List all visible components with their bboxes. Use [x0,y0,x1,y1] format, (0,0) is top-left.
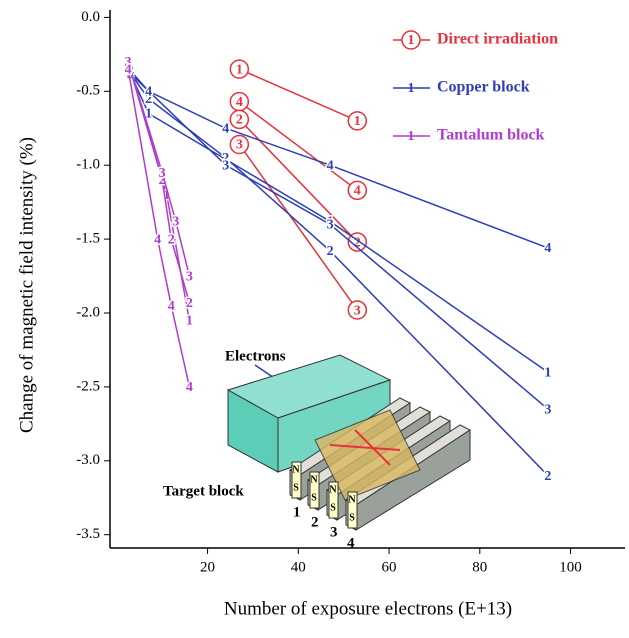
chart: Change of magnetic field intensity (%) N… [0,0,629,633]
inset-diagram: N S N S N S N S Electrons Target block 1… [163,348,470,551]
pole-n: N [348,494,356,505]
pole-s: S [349,512,355,523]
point-label: 2 [186,296,193,311]
legend-marker-label: 1 [408,33,415,48]
legend-marker-label: 1 [408,129,415,144]
point-label: 1 [354,114,361,129]
pole-s: S [293,482,299,493]
point-label: 2 [168,232,175,247]
y-tick-label: -3.5 [76,526,100,542]
point-label: 2 [236,113,243,128]
x-tick-label: 80 [472,559,487,575]
target-label: Target block [163,483,244,499]
series-line [130,71,547,248]
legend-marker-label: 1 [408,81,415,96]
legend-label: Copper block [437,79,530,96]
pole-s: S [330,502,336,513]
point-label: 1 [236,62,243,77]
y-tick-label: -2.0 [76,304,100,320]
point-label: 3 [236,138,243,153]
point-label: 4 [236,95,243,110]
point-label: 4 [354,184,361,199]
point-label: 1 [186,314,193,329]
point-label: 3 [172,215,179,230]
block-number: 4 [347,535,355,551]
x-tick-label: 100 [559,559,582,575]
block-number: 3 [330,524,338,540]
series-line [239,69,357,121]
block-number: 1 [293,504,301,520]
point-label: 2 [327,244,334,259]
point-label: 3 [222,158,229,173]
point-label: 4 [544,241,551,256]
pole-n: N [310,474,318,485]
x-tick-label: 60 [382,559,397,575]
y-tick-label: 0.0 [81,9,100,25]
pole-n: N [329,484,337,495]
x-axis-label: Number of exposure electrons (E+13) [224,598,512,619]
series-line [239,102,357,191]
series-line [239,119,357,242]
pole-n: N [292,464,300,475]
pole-s: S [311,492,317,503]
y-tick-label: -0.5 [76,83,100,99]
point-label: 1 [544,365,551,380]
point-label: 4 [125,62,132,77]
point-label: 4 [145,85,152,100]
y-tick-label: -1.5 [76,231,100,247]
beam-label: Electrons [225,348,286,364]
point-label: 3 [186,269,193,284]
x-tick-label: 20 [200,559,215,575]
point-label: 4 [186,380,193,395]
y-tick-label: -1.0 [76,157,100,173]
legend-label: Direct irradiation [437,31,558,48]
point-label: 2 [544,469,551,484]
y-axis-label: Change of magnetic field intensity (%) [16,137,37,433]
point-label: 4 [168,299,175,314]
point-label: 4 [222,121,229,136]
point-label: 3 [544,402,551,417]
series-line [128,69,189,387]
point-label: 3 [327,218,334,233]
legend-label: Tantalum block [437,127,545,144]
y-tick-label: -2.5 [76,378,100,394]
point-label: 4 [154,232,161,247]
y-tick-label: -3.0 [76,452,100,468]
point-label: 3 [354,303,361,318]
point-label: 3 [159,166,166,181]
point-label: 4 [327,158,334,173]
x-tick-label: 40 [291,559,306,575]
block-number: 2 [311,514,319,530]
